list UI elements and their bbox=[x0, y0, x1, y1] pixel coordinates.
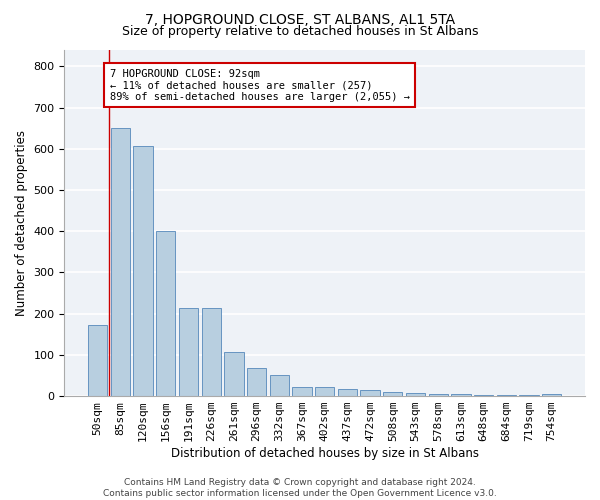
Y-axis label: Number of detached properties: Number of detached properties bbox=[15, 130, 28, 316]
Bar bbox=[111, 128, 130, 396]
Text: 7 HOPGROUND CLOSE: 92sqm
← 11% of detached houses are smaller (257)
89% of semi-: 7 HOPGROUND CLOSE: 92sqm ← 11% of detach… bbox=[110, 68, 410, 102]
Bar bbox=[338, 389, 357, 396]
Bar bbox=[315, 387, 334, 396]
Bar bbox=[202, 308, 221, 396]
Bar bbox=[156, 232, 175, 396]
Bar bbox=[179, 308, 198, 396]
Bar bbox=[428, 394, 448, 396]
Bar bbox=[133, 146, 153, 396]
Bar bbox=[269, 376, 289, 396]
Bar bbox=[383, 392, 403, 396]
Text: 7, HOPGROUND CLOSE, ST ALBANS, AL1 5TA: 7, HOPGROUND CLOSE, ST ALBANS, AL1 5TA bbox=[145, 12, 455, 26]
Bar bbox=[247, 368, 266, 396]
X-axis label: Distribution of detached houses by size in St Albans: Distribution of detached houses by size … bbox=[171, 447, 479, 460]
Bar bbox=[224, 352, 244, 396]
Bar bbox=[361, 390, 380, 396]
Bar bbox=[474, 395, 493, 396]
Bar bbox=[88, 325, 107, 396]
Text: Contains HM Land Registry data © Crown copyright and database right 2024.
Contai: Contains HM Land Registry data © Crown c… bbox=[103, 478, 497, 498]
Bar bbox=[542, 394, 562, 396]
Text: Size of property relative to detached houses in St Albans: Size of property relative to detached ho… bbox=[122, 25, 478, 38]
Bar bbox=[406, 393, 425, 396]
Bar bbox=[451, 394, 470, 396]
Bar bbox=[292, 387, 311, 396]
